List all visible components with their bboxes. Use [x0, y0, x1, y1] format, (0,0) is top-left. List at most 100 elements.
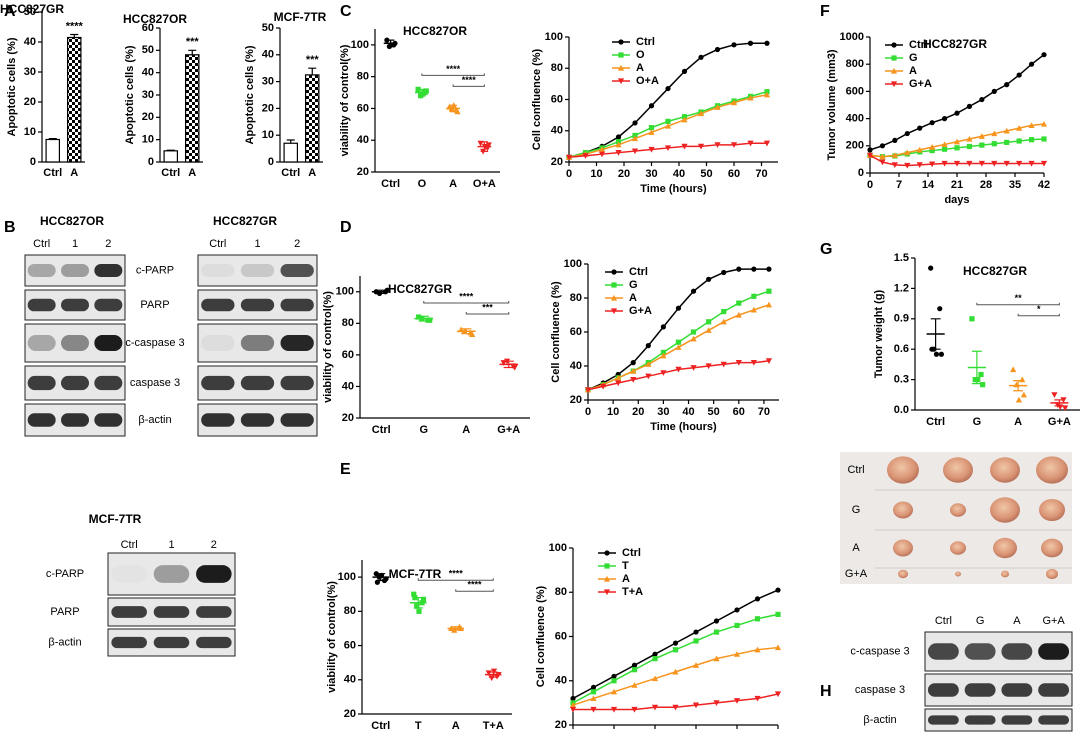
marker — [645, 373, 652, 380]
chart-title: MCF-7TR — [389, 567, 442, 581]
marker — [979, 142, 985, 148]
marker — [675, 344, 682, 350]
y-tick-label: 40 — [551, 125, 563, 137]
blot-band — [153, 565, 190, 583]
marker — [966, 135, 973, 142]
significance: * — [1037, 304, 1041, 314]
photo-row-label: G — [852, 504, 861, 516]
marker — [978, 160, 985, 167]
blot-band — [927, 683, 959, 697]
marker — [890, 67, 898, 74]
y-axis-label: Apoptotic cells (%) — [244, 45, 256, 144]
marker — [598, 146, 606, 153]
marker — [765, 358, 773, 364]
marker — [697, 143, 705, 150]
panel-label: E — [340, 461, 351, 478]
bar — [304, 74, 320, 163]
marker — [747, 94, 754, 101]
marker — [565, 154, 573, 161]
marker — [713, 618, 720, 624]
marker — [721, 269, 727, 276]
blot-band — [27, 413, 56, 427]
error-bar — [48, 138, 57, 140]
row-label: β-actin — [138, 414, 171, 426]
blot-band — [280, 298, 314, 312]
marker — [879, 159, 886, 166]
error-bar — [418, 315, 429, 322]
significance: **** — [467, 580, 482, 590]
marker — [603, 589, 611, 596]
y-tick-label: 40 — [24, 36, 36, 48]
y-tick-label: 60 — [344, 639, 356, 651]
marker — [611, 269, 617, 275]
marker — [731, 42, 737, 48]
legend-label: G — [629, 279, 638, 291]
y-axis-label: Tumor volume (mm3) — [826, 49, 838, 160]
blot-strip — [924, 708, 1073, 732]
y-tick-label: 1.2 — [894, 282, 909, 294]
blot-band — [61, 298, 89, 312]
marker — [488, 675, 495, 682]
significance: **** — [462, 75, 477, 85]
marker — [890, 81, 898, 88]
y-tick-label: 800 — [846, 58, 864, 70]
marker — [660, 349, 666, 355]
row-label: c-caspase 3 — [850, 645, 909, 657]
y-tick-label: 20 — [357, 166, 369, 178]
bracket — [423, 301, 510, 304]
photo-row-label: Ctrl — [847, 464, 864, 476]
legend-label: A — [629, 292, 637, 304]
marker — [730, 142, 738, 148]
marker — [604, 550, 610, 556]
x-tick-label: 0 — [570, 731, 576, 732]
blot-band — [27, 375, 56, 391]
x-tick-label: Ctrl — [371, 720, 390, 732]
x-tick-label: A — [449, 178, 457, 190]
marker — [714, 46, 721, 53]
tumor — [990, 457, 1020, 483]
panel-label: H — [820, 683, 832, 700]
marker — [991, 88, 997, 94]
x-tick-label: Ctrl — [926, 416, 945, 428]
marker — [929, 144, 936, 150]
y-tick-label: 40 — [344, 674, 356, 686]
error-bar — [449, 104, 457, 113]
marker — [690, 288, 697, 294]
x-tick-label: T+A — [483, 720, 504, 732]
tumor — [1036, 456, 1068, 484]
error-bar — [488, 671, 498, 678]
marker — [966, 143, 973, 150]
photo-row-label: A — [852, 542, 860, 554]
lane-label: Ctrl — [121, 539, 138, 551]
marker — [693, 638, 699, 644]
legend-label: O — [636, 49, 645, 61]
blot-band — [1001, 643, 1033, 660]
legend-label: A — [909, 65, 917, 77]
marker — [879, 153, 886, 160]
marker — [681, 114, 688, 120]
marker — [590, 684, 597, 690]
x-tick-label: 21 — [951, 179, 963, 191]
marker — [734, 607, 740, 613]
tumor — [893, 501, 913, 519]
panel-label: F — [820, 3, 830, 20]
marker — [879, 143, 886, 149]
tumor — [1039, 498, 1065, 522]
significance: *** — [186, 36, 200, 48]
x-tick-label: 0 — [867, 179, 873, 191]
tumor — [887, 456, 919, 484]
x-tick-label: 42 — [1038, 179, 1050, 191]
x-axis-label: days — [944, 194, 969, 206]
x-tick-label: 14 — [922, 179, 935, 191]
blot-band — [94, 335, 123, 351]
y-tick-label: 400 — [846, 113, 864, 125]
marker — [631, 667, 638, 673]
marker — [675, 305, 682, 311]
x-tick-label: A — [308, 167, 316, 179]
bar — [283, 142, 299, 163]
x-tick-label: 60 — [690, 731, 702, 732]
error-bar — [418, 88, 426, 97]
y-tick-label: 0.6 — [894, 343, 909, 355]
blot-band — [153, 636, 190, 649]
